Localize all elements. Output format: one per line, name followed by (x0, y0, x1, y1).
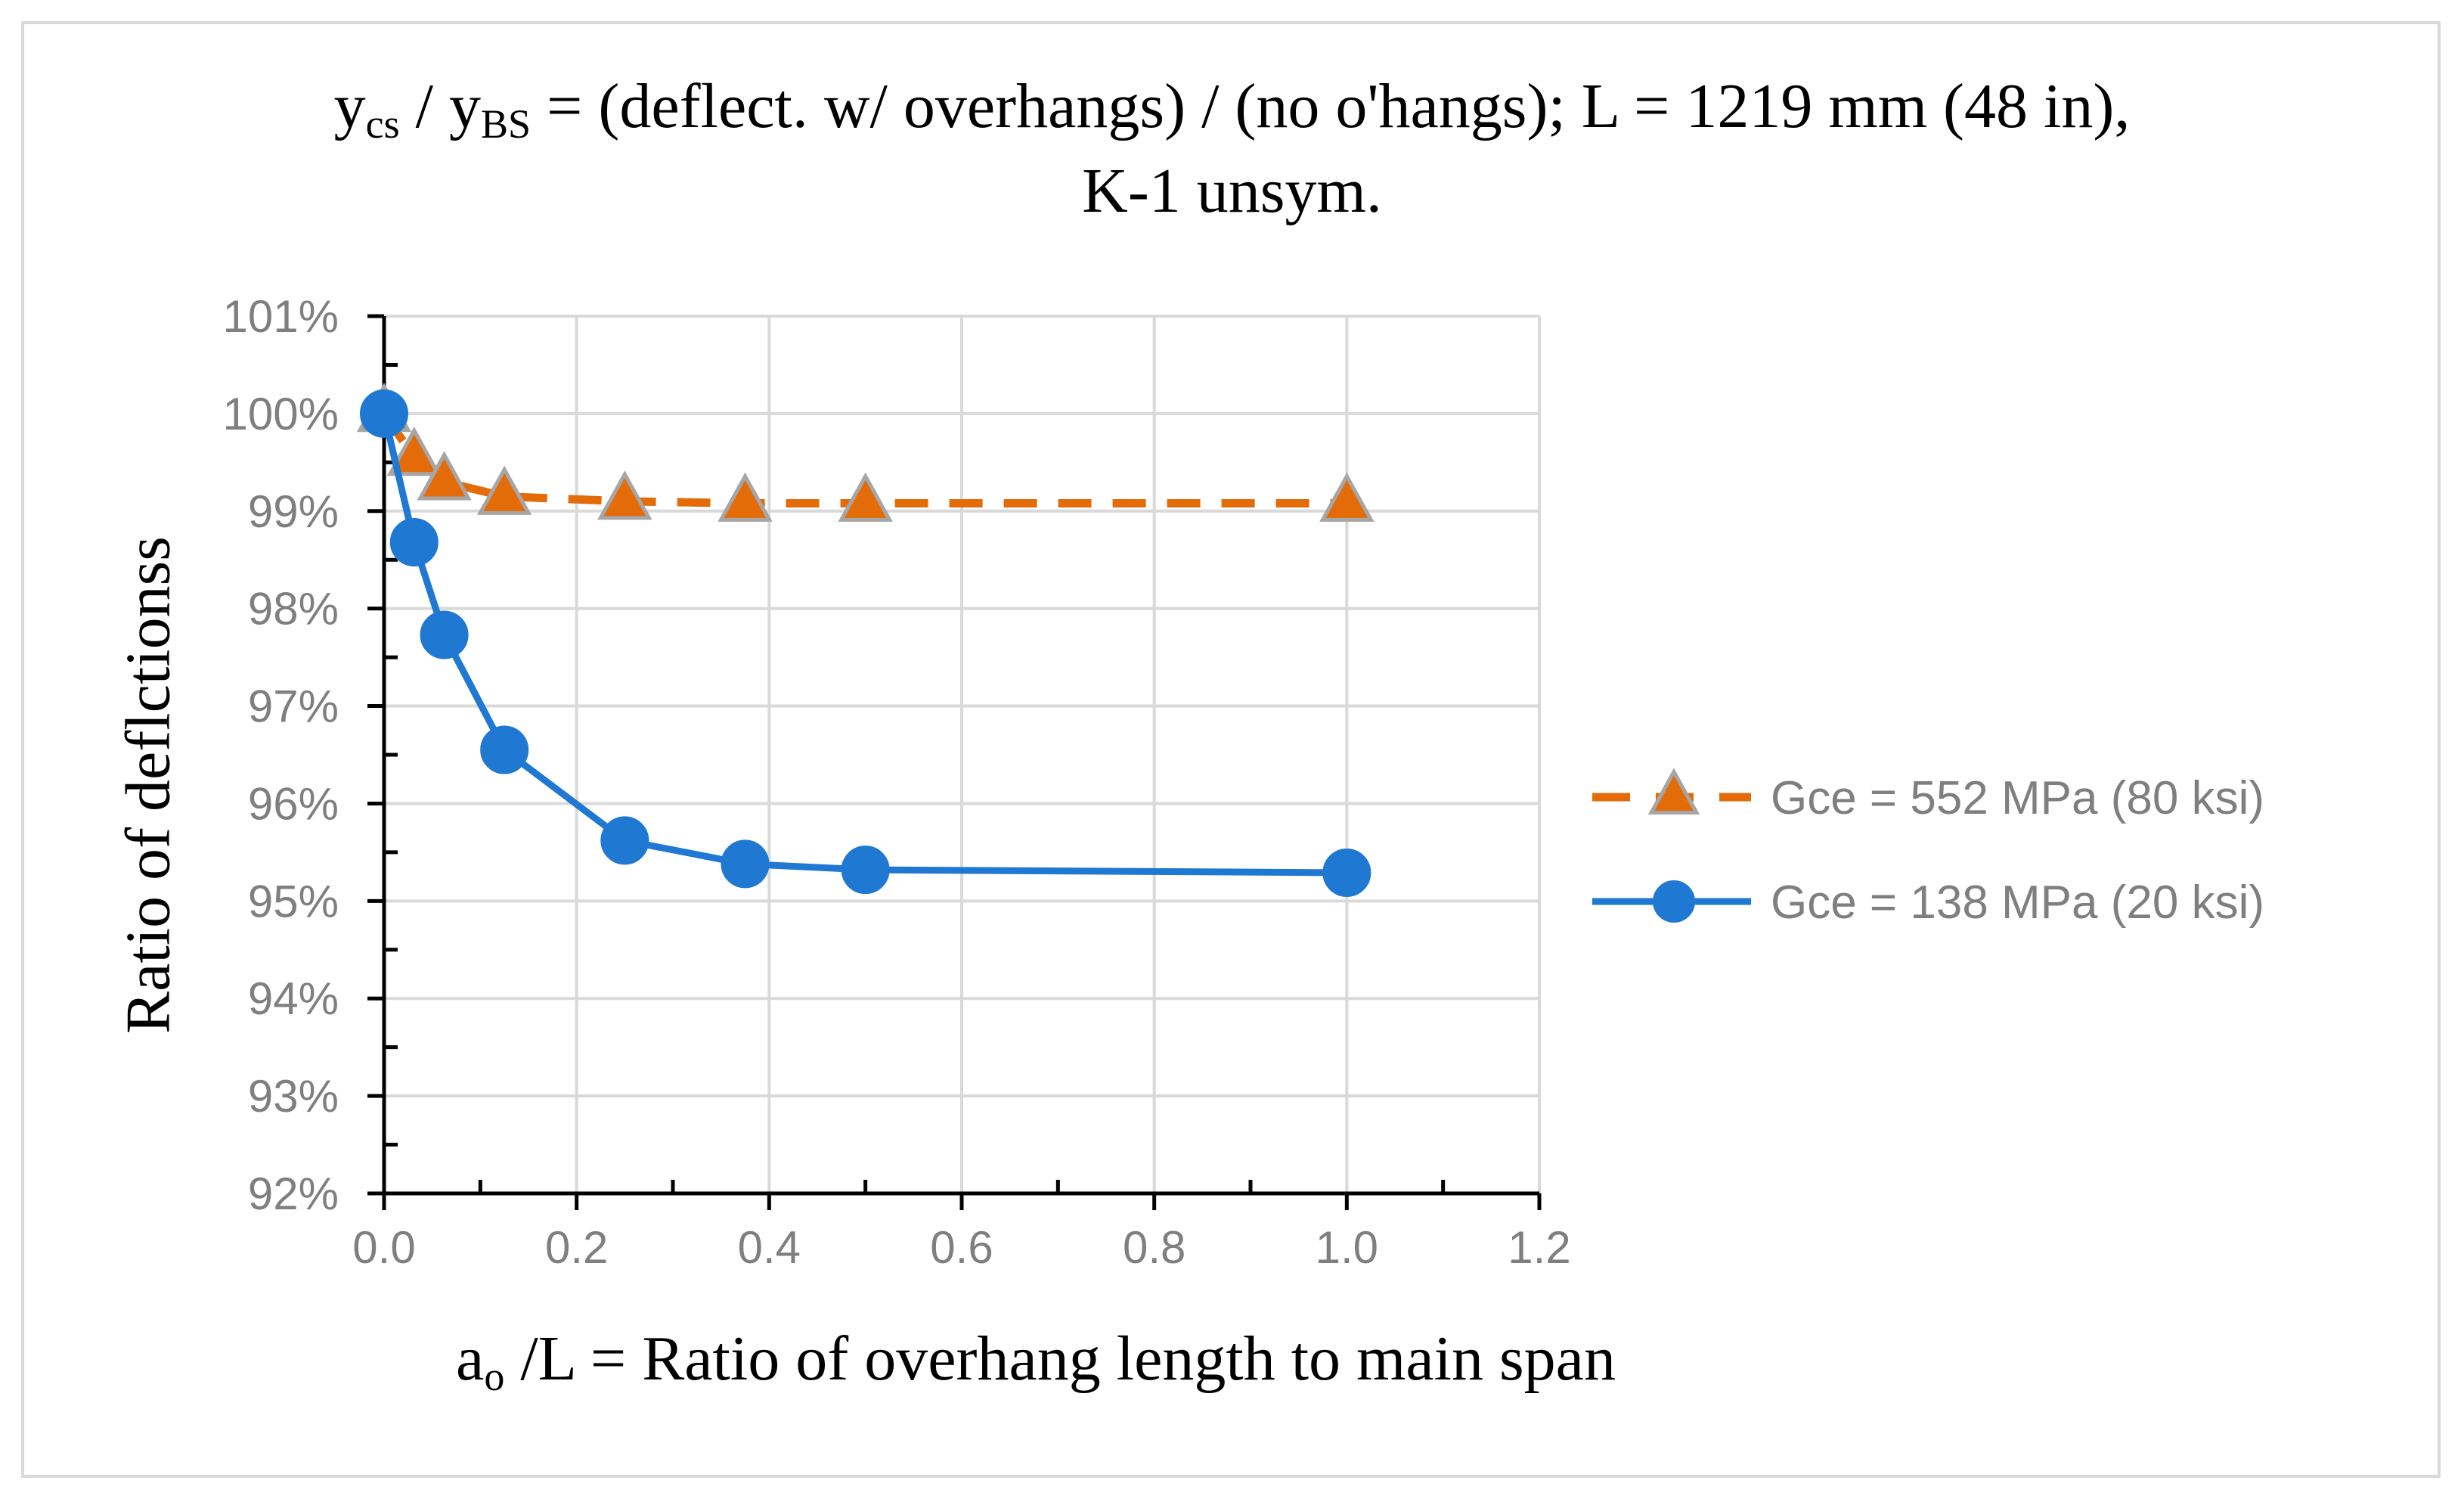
triangle-marker (597, 470, 652, 520)
y-tick-label: 93% (248, 1071, 339, 1122)
x-tick-label: 0.2 (545, 1222, 608, 1273)
x-tick-label: 0.6 (930, 1222, 993, 1273)
y-tick-label: 100% (223, 389, 339, 439)
legend-label: Gce = 138 MPa (20 ksi) (1771, 877, 2264, 929)
chart-frame (21, 21, 2441, 1478)
y-tick-label: 96% (248, 778, 339, 829)
chart-title-line1: ycs / yBS = (deflect. w/ overhangs) / (n… (333, 71, 2131, 147)
triangle-marker (838, 472, 893, 522)
triangle-marker (476, 465, 532, 515)
legend-triangle-marker (1647, 768, 1700, 815)
y-tick-label: 92% (248, 1168, 339, 1219)
x-axis-label: ao /L = Ratio of overhang length to main… (456, 1323, 1616, 1399)
circle-marker (600, 816, 649, 865)
circle-marker (1322, 848, 1371, 897)
legend-label: Gce = 552 MPa (80 ksi) (1771, 772, 2264, 824)
series-gce-552 (356, 383, 1375, 522)
legend-entry: Gce = 552 MPa (80 ksi) (1592, 768, 2264, 824)
y-tick-label: 98% (248, 584, 339, 635)
y-tick-label: 99% (248, 486, 339, 537)
y-tick-label: 101% (223, 291, 339, 342)
x-tick-label: 1.0 (1316, 1222, 1378, 1273)
legend-circle-marker (1653, 880, 1695, 923)
series-gce-138 (360, 389, 1371, 897)
triangle-marker (718, 472, 773, 522)
y-tick-label: 97% (248, 681, 339, 732)
x-tick-label: 0.8 (1123, 1222, 1186, 1273)
triangle-marker (386, 427, 442, 476)
y-tick-label: 95% (248, 876, 339, 926)
y-tick-label: 94% (248, 973, 339, 1024)
circle-marker (360, 389, 408, 438)
chart-title-line2: K-1 unsym. (1082, 156, 1382, 226)
x-tick-label: 1.2 (1508, 1222, 1570, 1273)
circle-marker (420, 610, 469, 659)
x-tick-label: 0.0 (352, 1222, 415, 1273)
triangle-marker (417, 451, 472, 501)
legend-entry: Gce = 138 MPa (20 ksi) (1592, 877, 2264, 929)
circle-marker (389, 518, 439, 567)
x-tick-label: 0.4 (738, 1222, 801, 1273)
circle-marker (480, 725, 529, 774)
circle-marker (841, 846, 890, 895)
circle-marker (721, 839, 770, 889)
triangle-marker (1319, 472, 1375, 522)
